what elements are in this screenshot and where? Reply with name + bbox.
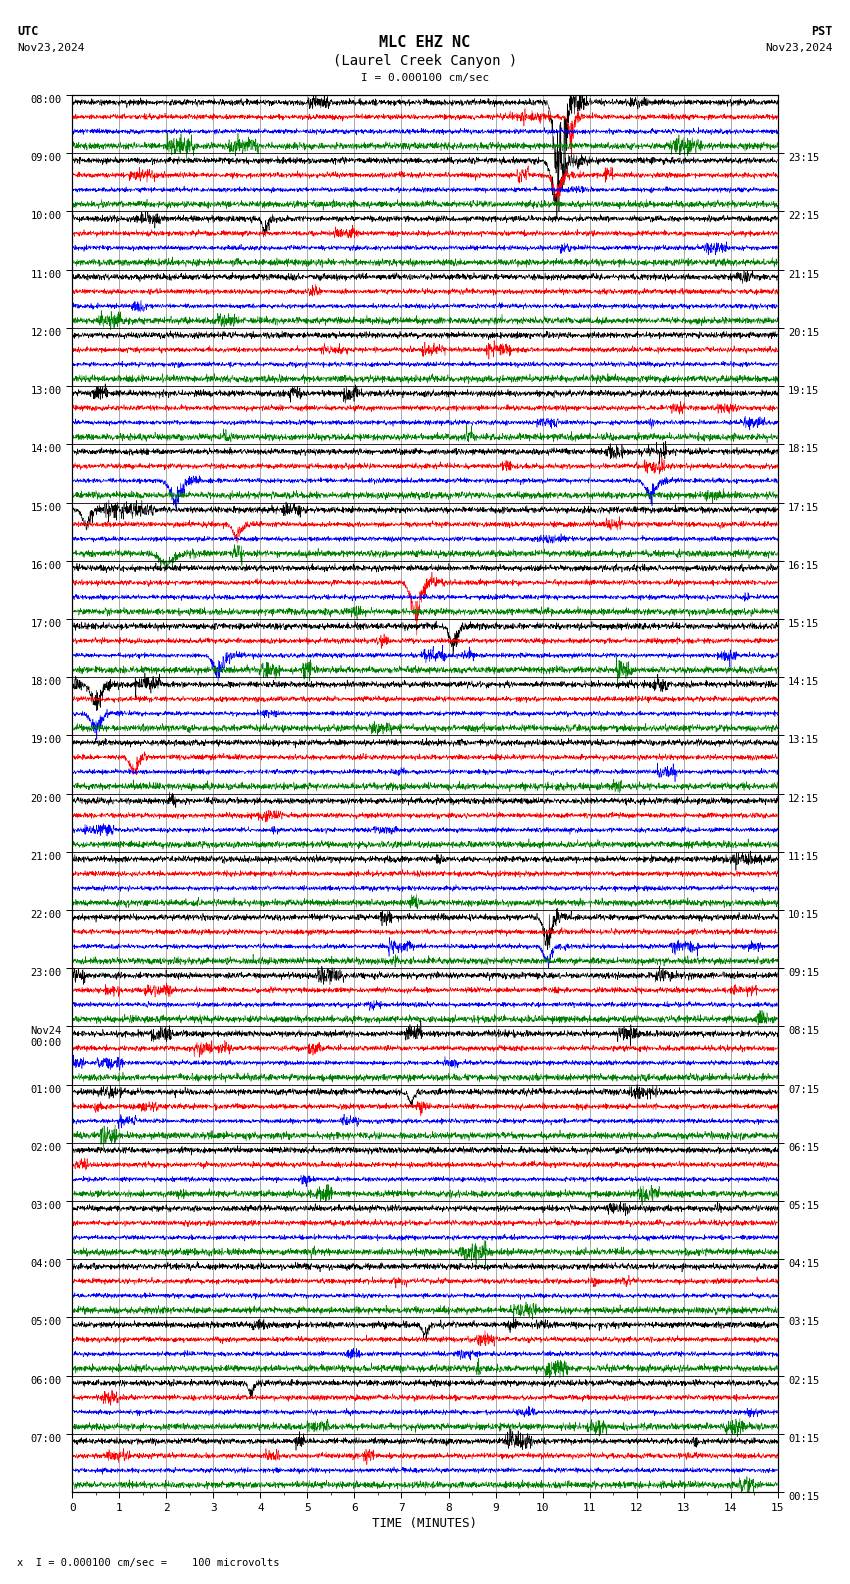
Text: x  I = 0.000100 cm/sec =    100 microvolts: x I = 0.000100 cm/sec = 100 microvolts bbox=[17, 1559, 280, 1568]
Text: PST: PST bbox=[812, 25, 833, 38]
Text: UTC: UTC bbox=[17, 25, 38, 38]
Text: I = 0.000100 cm/sec: I = 0.000100 cm/sec bbox=[361, 73, 489, 82]
X-axis label: TIME (MINUTES): TIME (MINUTES) bbox=[372, 1517, 478, 1530]
Text: MLC EHZ NC: MLC EHZ NC bbox=[379, 35, 471, 49]
Text: (Laurel Creek Canyon ): (Laurel Creek Canyon ) bbox=[333, 54, 517, 68]
Text: Nov23,2024: Nov23,2024 bbox=[766, 43, 833, 52]
Text: Nov23,2024: Nov23,2024 bbox=[17, 43, 84, 52]
